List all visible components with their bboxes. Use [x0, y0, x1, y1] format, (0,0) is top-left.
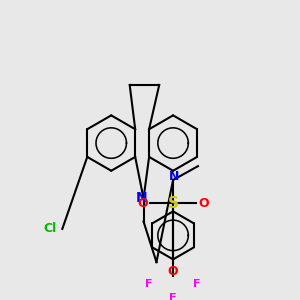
Text: F: F [169, 292, 177, 300]
Text: F: F [194, 279, 201, 289]
Text: Cl: Cl [44, 222, 57, 236]
Text: O: O [168, 265, 178, 278]
Text: O: O [198, 196, 208, 210]
Text: O: O [137, 196, 148, 210]
Text: N: N [169, 170, 179, 183]
Text: F: F [145, 279, 153, 289]
Text: S: S [168, 196, 178, 211]
Text: N: N [136, 191, 148, 206]
